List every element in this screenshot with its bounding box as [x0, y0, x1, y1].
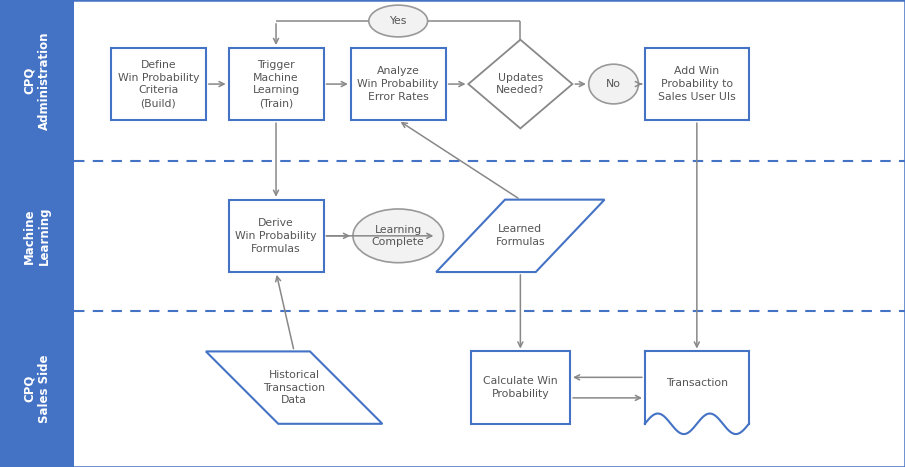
- Text: Learning
Complete: Learning Complete: [372, 225, 424, 247]
- Text: Updates
Needed?: Updates Needed?: [496, 73, 545, 95]
- Bar: [644, 351, 749, 424]
- Bar: [644, 48, 749, 120]
- Bar: [74, 161, 905, 311]
- Text: Analyze
Win Probability
Error Rates: Analyze Win Probability Error Rates: [357, 66, 439, 102]
- Bar: [74, 0, 905, 161]
- Polygon shape: [469, 40, 572, 128]
- Ellipse shape: [353, 209, 443, 262]
- Text: CPQ
Administration: CPQ Administration: [24, 31, 51, 130]
- Bar: [74, 311, 905, 467]
- Text: Calculate Win
Probability: Calculate Win Probability: [483, 376, 557, 399]
- Text: Add Win
Probability to
Sales User UIs: Add Win Probability to Sales User UIs: [658, 66, 736, 102]
- Ellipse shape: [589, 64, 639, 104]
- Bar: [471, 351, 570, 424]
- Text: CPQ
Sales Side: CPQ Sales Side: [24, 354, 51, 423]
- Bar: [228, 199, 324, 272]
- Polygon shape: [436, 199, 605, 272]
- Bar: [0, 0, 74, 161]
- Text: Machine
Learning: Machine Learning: [24, 206, 51, 265]
- Text: Transaction: Transaction: [666, 378, 728, 388]
- Text: Define
Win Probability
Criteria
(Build): Define Win Probability Criteria (Build): [118, 60, 199, 108]
- Ellipse shape: [369, 5, 428, 37]
- Text: Learned
Formulas: Learned Formulas: [496, 225, 545, 247]
- Bar: [0, 161, 74, 311]
- Bar: [351, 48, 445, 120]
- Bar: [110, 48, 205, 120]
- Bar: [228, 48, 324, 120]
- Text: No: No: [606, 79, 621, 89]
- Polygon shape: [206, 351, 382, 424]
- Bar: [0, 311, 74, 467]
- Text: Yes: Yes: [389, 16, 407, 26]
- Text: Derive
Win Probability
Formulas: Derive Win Probability Formulas: [235, 218, 317, 254]
- Text: Trigger
Machine
Learning
(Train): Trigger Machine Learning (Train): [252, 60, 300, 108]
- Text: Historical
Transaction
Data: Historical Transaction Data: [263, 370, 325, 405]
